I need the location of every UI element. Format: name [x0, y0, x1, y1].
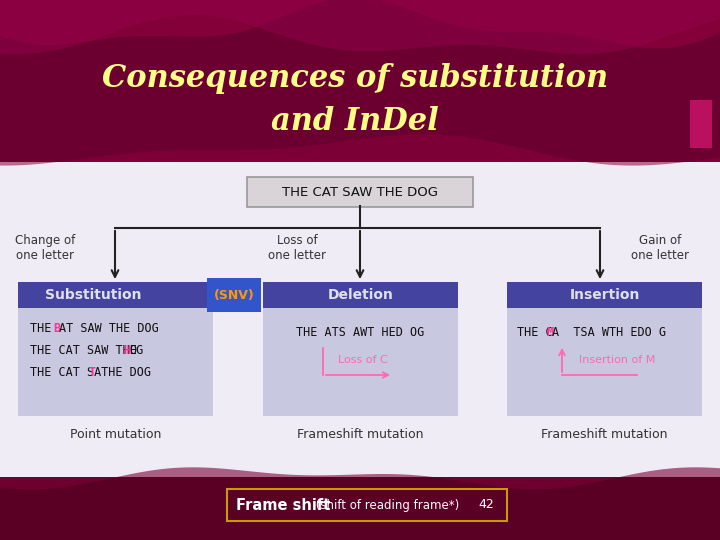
Text: H: H [124, 343, 131, 356]
FancyBboxPatch shape [227, 489, 507, 521]
Text: Change of
one letter: Change of one letter [15, 234, 75, 262]
Text: Frame shift: Frame shift [236, 497, 330, 512]
Text: and InDel: and InDel [271, 106, 439, 138]
Bar [18, 308, 213, 416]
Text: M: M [546, 327, 554, 340]
Text: Frameshift mutation: Frameshift mutation [541, 428, 667, 441]
Text: Loss of
one letter: Loss of one letter [268, 234, 326, 262]
Bar [690, 100, 712, 148]
Bar [263, 308, 458, 416]
Bar [507, 282, 702, 308]
Text: THE C: THE C [517, 327, 553, 340]
Text: THE CAT SAW THE: THE CAT SAW THE [30, 343, 144, 356]
Text: THE ATS AWT HED OG: THE ATS AWT HED OG [297, 327, 425, 340]
Bar [18, 282, 213, 308]
Polygon shape [0, 134, 720, 166]
Bar [507, 308, 702, 416]
Bar [0, 0, 720, 162]
Text: AT SAW THE DOG: AT SAW THE DOG [59, 321, 159, 334]
Bar [0, 477, 720, 540]
Text: THE: THE [30, 321, 58, 334]
Text: A  TSA WTH EDO G: A TSA WTH EDO G [552, 327, 666, 340]
Polygon shape [0, 467, 720, 489]
Text: Consequences of substitution: Consequences of substitution [102, 63, 608, 93]
FancyBboxPatch shape [247, 177, 473, 207]
Bar [0, 162, 720, 540]
FancyBboxPatch shape [207, 278, 261, 312]
Text: B: B [53, 321, 60, 334]
Bar [263, 282, 458, 308]
Text: Point mutation: Point mutation [70, 428, 161, 441]
Text: Frameshift mutation: Frameshift mutation [297, 428, 424, 441]
Text: OG: OG [130, 343, 144, 356]
Text: 42: 42 [478, 498, 494, 511]
Text: (SNV): (SNV) [214, 288, 254, 301]
Polygon shape [0, 0, 720, 49]
Polygon shape [0, 0, 720, 54]
Text: Deletion: Deletion [328, 288, 393, 302]
Text: THE CAT SAW THE DOG: THE CAT SAW THE DOG [282, 186, 438, 199]
Text: THE CAT SA: THE CAT SA [30, 366, 102, 379]
Text: Gain of
one letter: Gain of one letter [631, 234, 689, 262]
Text: T: T [89, 366, 96, 379]
Text: Insertion: Insertion [570, 288, 639, 302]
Text: THE DOG: THE DOG [94, 366, 151, 379]
Text: Loss of C: Loss of C [338, 355, 388, 365]
Text: (shift of reading frame*): (shift of reading frame*) [312, 498, 459, 511]
Text: Substitution: Substitution [45, 288, 141, 302]
Text: Insertion of M: Insertion of M [579, 355, 655, 365]
